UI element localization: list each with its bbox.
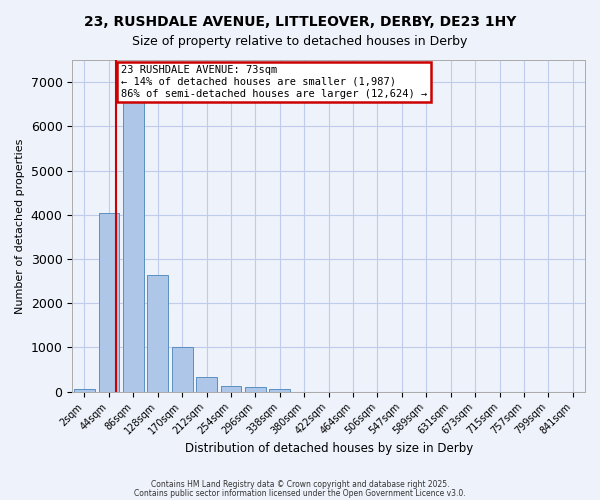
Bar [123, 99, 143, 392]
Bar [98, 212, 119, 392]
Bar [196, 376, 217, 392]
Bar [172, 348, 193, 392]
Text: 23, RUSHDALE AVENUE, LITTLEOVER, DERBY, DE23 1HY: 23, RUSHDALE AVENUE, LITTLEOVER, DERBY, … [84, 15, 516, 29]
Text: Contains HM Land Registry data © Crown copyright and database right 2025.: Contains HM Land Registry data © Crown c… [151, 480, 449, 489]
Text: 23 RUSHDALE AVENUE: 73sqm
← 14% of detached houses are smaller (1,987)
86% of se: 23 RUSHDALE AVENUE: 73sqm ← 14% of detac… [121, 66, 427, 98]
Y-axis label: Number of detached properties: Number of detached properties [15, 138, 25, 314]
Bar [148, 274, 168, 392]
Bar [269, 389, 290, 392]
X-axis label: Distribution of detached houses by size in Derby: Distribution of detached houses by size … [185, 442, 473, 455]
Text: Contains public sector information licensed under the Open Government Licence v3: Contains public sector information licen… [134, 488, 466, 498]
Bar [221, 386, 241, 392]
Bar [245, 388, 266, 392]
Bar [74, 388, 95, 392]
Text: Size of property relative to detached houses in Derby: Size of property relative to detached ho… [133, 35, 467, 48]
